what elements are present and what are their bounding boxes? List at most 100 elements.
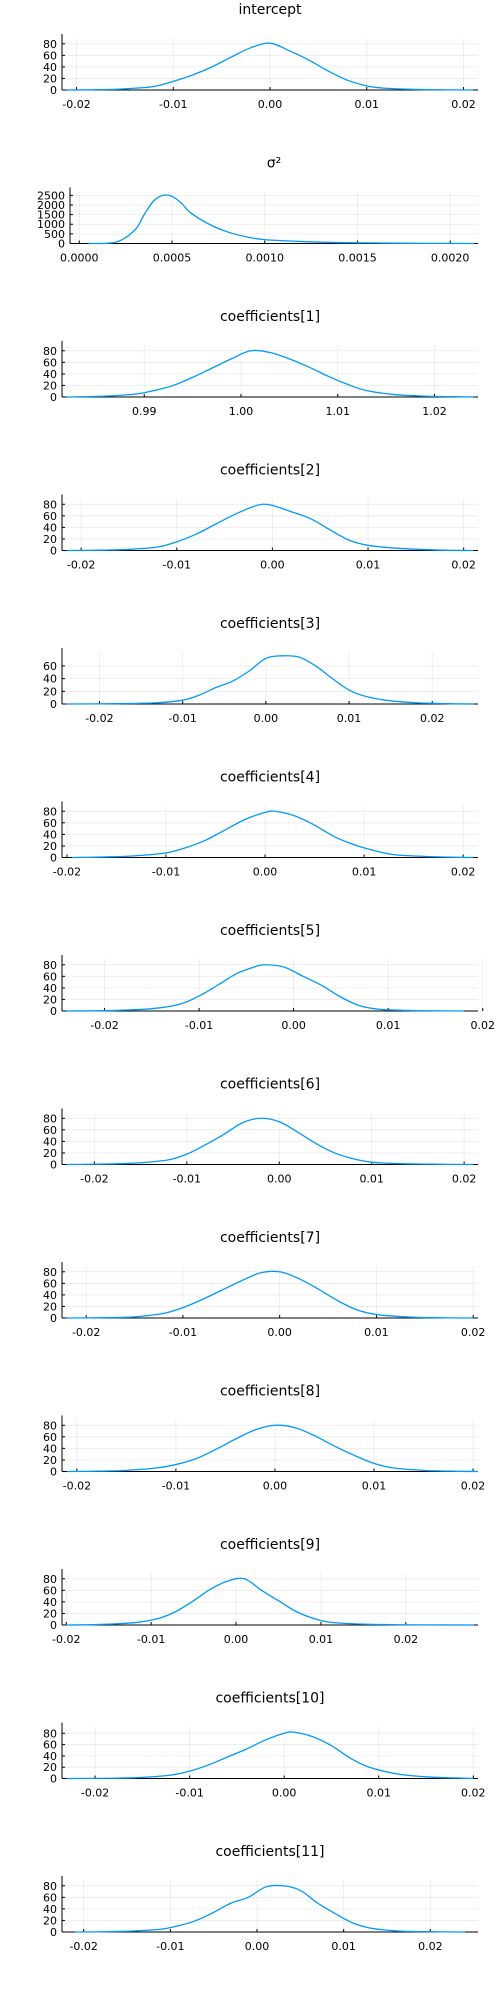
x-tick-label: 0.01 xyxy=(352,866,377,879)
panel-title: coefficients[6] xyxy=(220,1077,320,1093)
density-panel: coefficients[11] -0.02 -0.01 0.00 0.01 0.02 02… xyxy=(43,1844,478,1953)
x-tick-label: -0.02 xyxy=(52,1633,80,1646)
x-tick-label: 0.99 xyxy=(132,405,157,418)
y-tick-label: 60 xyxy=(43,1277,57,1290)
x-tick-label: 0.00 xyxy=(267,1173,292,1186)
x-tick-label: -0.01 xyxy=(162,1480,190,1493)
y-tick-label: 1000 xyxy=(37,218,65,231)
y-tick-label: 2000 xyxy=(37,199,65,212)
panel-title: coefficients[1] xyxy=(220,309,320,325)
y-tick-label: 40 xyxy=(43,1442,57,1455)
y-tick-label: 60 xyxy=(43,1739,57,1752)
x-tick-label: 1.02 xyxy=(422,405,447,418)
density-panel: coefficients[8] -0.02 -0.01 0.00 0.01 0.02 020… xyxy=(43,1384,485,1493)
x-tick-label: 0.02 xyxy=(461,1480,486,1493)
x-tick-label: 0.01 xyxy=(356,559,381,572)
x-tick-label: -0.02 xyxy=(85,712,113,725)
x-tick-label: 0.00 xyxy=(267,1326,292,1339)
x-tick-label: 0.02 xyxy=(451,559,476,572)
x-tick-label: -0.01 xyxy=(173,1173,201,1186)
y-tick-label: 0 xyxy=(50,84,57,97)
x-tick-label: -0.02 xyxy=(69,1940,97,1953)
density-curve xyxy=(66,503,474,552)
x-tick-label: 0.02 xyxy=(394,1633,419,1646)
y-tick-label: 80 xyxy=(43,1880,57,1893)
x-tick-label: 0.00 xyxy=(245,1940,270,1953)
x-tick-label: 0.0000 xyxy=(60,252,99,265)
y-tick-label: 40 xyxy=(43,521,57,534)
y-tick-label: 60 xyxy=(43,49,57,62)
y-tick-label: 80 xyxy=(43,38,57,51)
y-tick-label: 60 xyxy=(43,510,57,523)
y-tick-label: 40 xyxy=(43,1750,57,1763)
x-tick-label: 0.00 xyxy=(260,559,285,572)
y-tick-label: 40 xyxy=(43,61,57,74)
y-tick-label: 80 xyxy=(43,498,57,511)
x-tick-label: 0.0005 xyxy=(153,252,192,265)
density-curve xyxy=(66,1577,474,1626)
y-tick-label: 60 xyxy=(43,1431,57,1444)
density-panel: coefficients[6] -0.02 -0.01 0.00 0.01 0.02 020… xyxy=(43,1077,478,1186)
x-tick-label: -0.01 xyxy=(159,98,187,111)
x-tick-label: 0.0020 xyxy=(431,252,470,265)
panel-title: σ² xyxy=(267,156,282,172)
y-tick-label: 80 xyxy=(43,1266,57,1279)
panel-title: coefficients[7] xyxy=(220,1230,320,1246)
x-tick-label: 0.02 xyxy=(420,712,445,725)
density-curve xyxy=(66,1424,479,1473)
x-tick-label: 0.00 xyxy=(263,1480,288,1493)
x-tick-label: 0.00 xyxy=(281,1019,306,1032)
y-tick-label: 40 xyxy=(43,1596,57,1609)
panel-title: coefficients[10] xyxy=(215,1691,324,1707)
y-tick-label: 0 xyxy=(50,852,57,865)
y-tick-label: 60 xyxy=(43,970,57,983)
y-tick-label: 20 xyxy=(43,1454,57,1467)
y-tick-label: 20 xyxy=(43,1761,57,1774)
x-tick-label: -0.02 xyxy=(63,1480,91,1493)
y-tick-label: 2500 xyxy=(37,189,65,202)
y-tick-label: 0 xyxy=(50,391,57,404)
x-tick-label: 0.02 xyxy=(461,1326,486,1339)
density-curve xyxy=(66,1731,474,1780)
panel-title: coefficients[4] xyxy=(220,770,320,786)
y-tick-label: 60 xyxy=(43,660,57,673)
x-tick-label: 0.01 xyxy=(309,1633,334,1646)
y-tick-label: 20 xyxy=(43,993,57,1006)
x-tick-label: 1.00 xyxy=(229,405,254,418)
y-tick-label: 80 xyxy=(43,1573,57,1586)
x-tick-label: 0.01 xyxy=(359,1173,384,1186)
x-tick-label: -0.01 xyxy=(137,1633,165,1646)
density-curve xyxy=(66,655,474,705)
x-tick-label: -0.01 xyxy=(163,559,191,572)
x-tick-label: -0.01 xyxy=(169,1326,197,1339)
y-tick-label: 40 xyxy=(43,1135,57,1148)
x-tick-label: -0.01 xyxy=(156,1940,184,1953)
y-tick-label: 40 xyxy=(43,982,57,995)
y-tick-label: 80 xyxy=(43,345,57,358)
x-tick-label: 0.01 xyxy=(362,1480,387,1493)
x-tick-label: -0.02 xyxy=(72,1326,100,1339)
y-tick-label: 80 xyxy=(43,1419,57,1432)
panel-title: coefficients[8] xyxy=(220,1384,320,1400)
density-curve xyxy=(66,964,464,1012)
x-tick-label: -0.02 xyxy=(90,1019,118,1032)
y-tick-label: 20 xyxy=(43,533,57,546)
x-tick-label: -0.01 xyxy=(168,712,196,725)
y-tick-label: 0 xyxy=(50,1619,57,1632)
y-tick-label: 0 xyxy=(50,1005,57,1018)
y-tick-label: 20 xyxy=(43,1300,57,1313)
y-tick-label: 80 xyxy=(43,805,57,818)
x-tick-label: 0.02 xyxy=(418,1940,443,1953)
y-tick-label: 20 xyxy=(43,1147,57,1160)
y-tick-label: 0 xyxy=(50,1159,57,1172)
y-tick-label: 40 xyxy=(43,1289,57,1302)
x-tick-label: -0.02 xyxy=(53,866,81,879)
x-tick-label: 0.02 xyxy=(452,1173,477,1186)
density-panel: coefficients[9] -0.02 -0.01 0.00 0.01 0.02 020… xyxy=(43,1537,478,1646)
y-tick-label: 0 xyxy=(58,238,65,251)
density-curve xyxy=(74,1884,466,1933)
density-curve xyxy=(66,42,474,91)
